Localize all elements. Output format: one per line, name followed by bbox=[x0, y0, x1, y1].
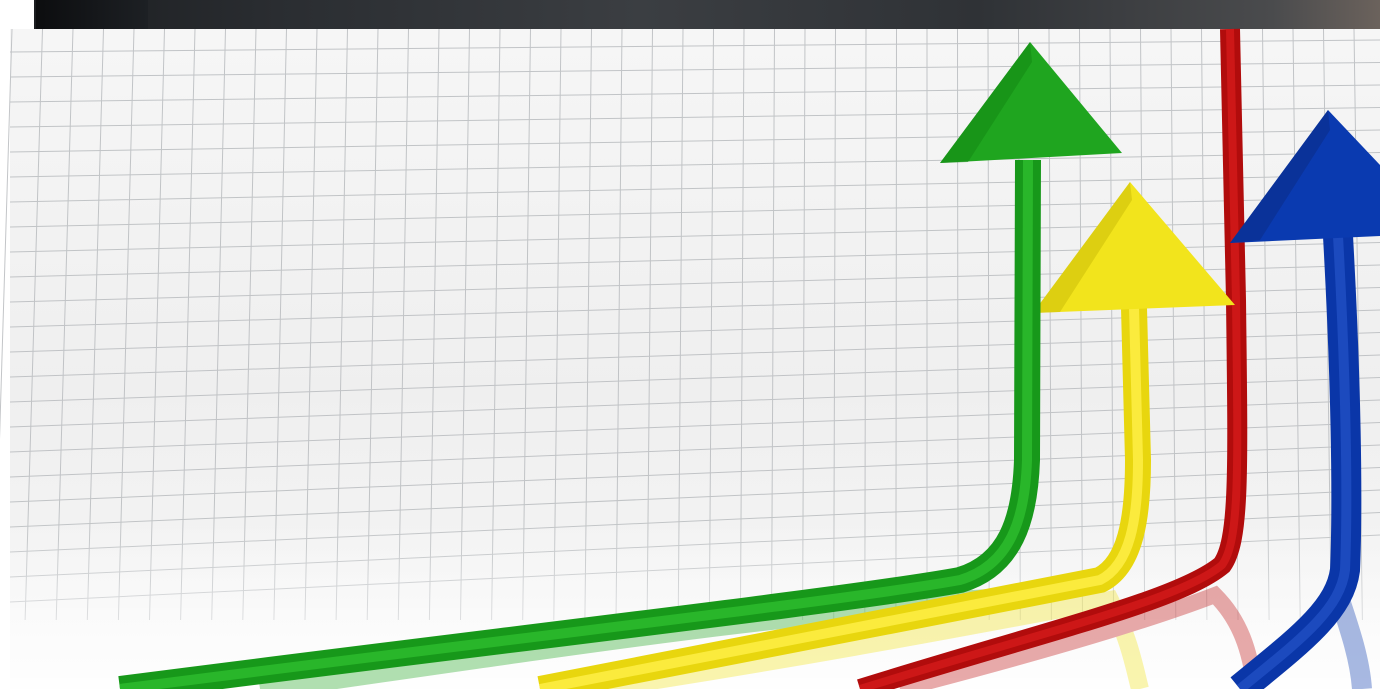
green-arrow bbox=[118, 42, 1122, 689]
top-photo-strip bbox=[34, 0, 1380, 29]
blue-arrow bbox=[1230, 110, 1380, 689]
red-arrow bbox=[857, 28, 1248, 689]
top-strip-dark-accent bbox=[36, 0, 148, 29]
yellow-arrow bbox=[537, 182, 1235, 689]
